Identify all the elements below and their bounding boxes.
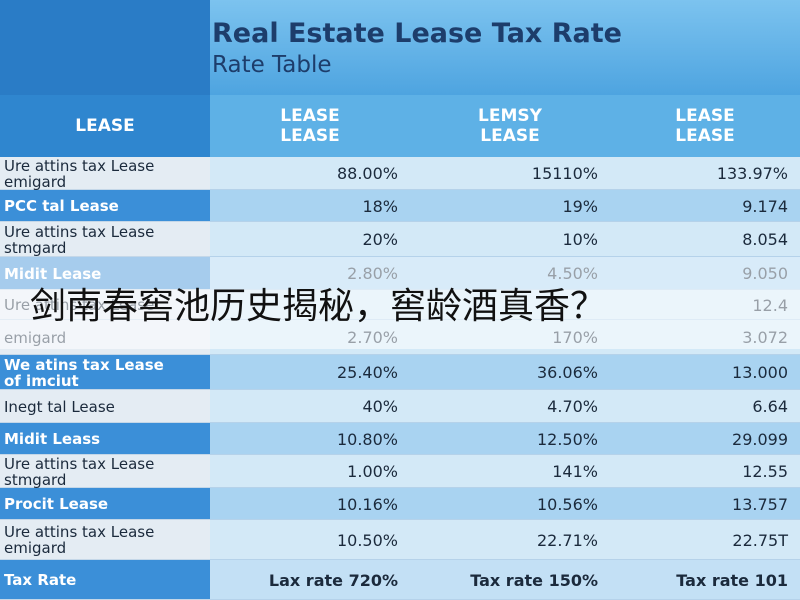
cell-value: 10.16% [336, 494, 398, 514]
column-header: LEMSY LEASE [410, 95, 610, 157]
row-bg [210, 190, 800, 222]
row-left-bg [0, 455, 210, 488]
header-row-bg [210, 95, 800, 157]
cell-value: 18% [362, 196, 398, 216]
cell-value: 29.099 [732, 429, 788, 449]
label-line: stmgard [4, 238, 67, 257]
header-row-bg [0, 95, 210, 157]
cell-value: 141% [552, 462, 598, 481]
row-left-bg [0, 157, 210, 190]
label-line: emigard [4, 172, 67, 191]
row-bg [210, 355, 800, 390]
cell-value: 36.06% [536, 363, 598, 382]
row-left-bg [0, 355, 210, 390]
cell-value: 1.00% [347, 462, 398, 481]
cell-value: 6.64 [752, 397, 788, 416]
row-left-bg [0, 488, 210, 520]
row-label: Ure attins tax Lease emigard [0, 520, 210, 560]
cell-value: 10.80% [336, 429, 398, 449]
row-bg [210, 157, 800, 190]
row-bg [210, 488, 800, 520]
cell-value: Lax rate 720% [268, 570, 398, 590]
row-left-bg [0, 520, 210, 560]
row-left-bg [0, 390, 210, 423]
label-line: Inegt tal Lease [4, 397, 115, 416]
row-left-bg [0, 423, 210, 455]
cell-value: 40% [362, 397, 398, 416]
cell-value: 10.56% [536, 494, 598, 514]
header-text: LEMSY [478, 106, 542, 126]
cell-value: 4.70% [547, 397, 598, 416]
row-label: Ure attins tax Lease stmgard [0, 455, 210, 488]
label-line: of imciut [4, 371, 79, 390]
cell-value: 13.000 [732, 363, 788, 382]
row-label: Midit Leass [0, 423, 210, 455]
column-header: LEASE [0, 95, 210, 157]
label-line: We atins tax Lease [4, 355, 164, 374]
header-text: LEASE [280, 106, 340, 126]
cell-value: 9.174 [742, 196, 788, 216]
cell-value: 10.50% [336, 530, 398, 550]
cell-value: 8.054 [742, 230, 788, 249]
row-label: Ure attins tax Lease emigard [0, 157, 210, 190]
row-label: PCC tal Lease [0, 190, 210, 222]
column-header: LEASE LEASE [210, 95, 410, 157]
cell-value: 20% [362, 230, 398, 249]
label-line: PCC tal Lease [4, 197, 119, 215]
cell-value: 22.75T [732, 530, 788, 550]
header-text: LEASE [480, 126, 540, 146]
cell-value: 15110% [531, 164, 598, 183]
row-bg [210, 390, 800, 423]
cell-value: 22.71% [536, 530, 598, 550]
row-label: Inegt tal Lease [0, 390, 210, 423]
cell-value: 12.55 [742, 462, 788, 481]
row-left-bg [0, 222, 210, 257]
cell-value: 12.50% [536, 429, 598, 449]
row-label: Tax Rate [0, 560, 210, 600]
row-left-bg [0, 190, 210, 222]
cell-value: Tax rate 150% [470, 570, 598, 590]
row-bg [210, 222, 800, 257]
header-text: LEASE [75, 116, 135, 136]
row-label: Ure attins tax Lease stmgard [0, 222, 210, 257]
row-bg [210, 423, 800, 455]
label-line: Tax Rate [4, 571, 77, 589]
label-line: Ure attins tax Lease [4, 523, 155, 541]
cell-value: Tax rate 101 [676, 570, 788, 590]
row-label: Procit Lease [0, 488, 210, 520]
header-text: LEASE [675, 126, 735, 146]
row-label: We atins tax Lease of imciut [0, 355, 210, 390]
header-bg [210, 0, 800, 95]
label-line: Midit Leass [4, 430, 101, 448]
row-bg [210, 455, 800, 488]
label-line: stmgard [4, 470, 67, 489]
cell-value: 133.97% [716, 164, 788, 183]
label-line: Ure attins tax Lease [4, 454, 155, 473]
cell-value: 25.40% [336, 363, 398, 382]
cell-value: 10% [562, 230, 598, 249]
subtitle: Rate Table [212, 52, 332, 78]
cell-value: 19% [562, 196, 598, 216]
label-line: Ure attins tax Lease [4, 222, 155, 241]
label-line: emigard [4, 539, 67, 557]
label-line: Ure attins tax Lease [4, 156, 155, 175]
header-left-bg [0, 0, 210, 95]
overlay-caption: 剑南春窖池历史揭秘，窖龄酒真香？ [0, 257, 800, 349]
title: Real Estate Lease Tax Rate [212, 18, 622, 49]
label-line: Procit Lease [4, 495, 109, 513]
row-bg [210, 520, 800, 560]
cell-value: 13.757 [732, 494, 788, 514]
header-text: LEASE [280, 126, 340, 146]
cell-value: 88.00% [336, 164, 398, 183]
column-header: LEASE LEASE [610, 95, 800, 157]
header-text: LEASE [675, 106, 735, 126]
